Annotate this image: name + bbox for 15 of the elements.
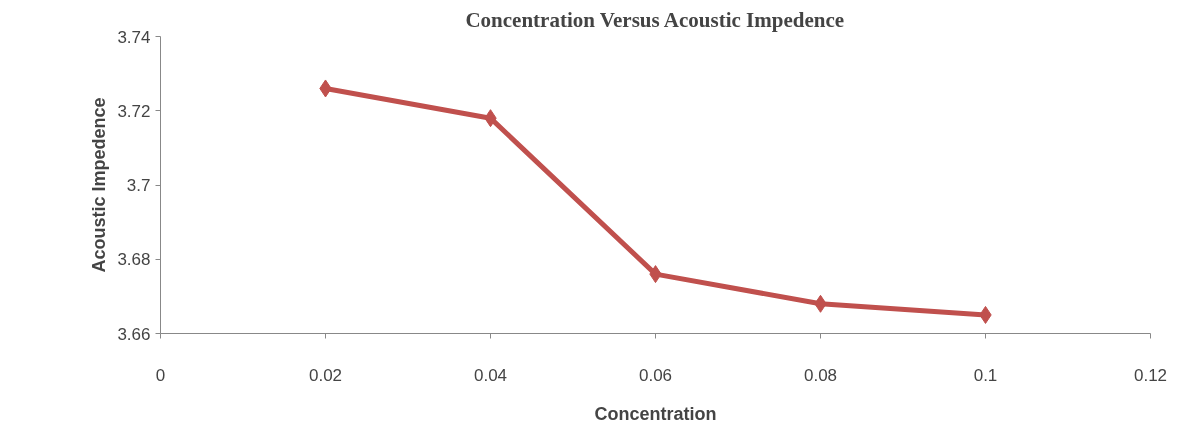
y-tick-label: 3.66 [117,324,151,344]
x-tick-label: 0 [155,365,166,385]
x-tick-label: 0.12 [1133,365,1168,385]
x-axis-title: Concentration [594,403,717,424]
y-tick-label: 3.68 [117,250,151,270]
x-tick-label: 0.1 [973,365,998,385]
x-tick-label: 0.08 [803,365,838,385]
y-tick-label: 3.74 [117,27,151,47]
y-tick-label: 3.7 [126,176,151,195]
chart-title: Concentration Versus Acoustic Impedence [465,7,845,32]
y-axis-title: Acoustic Impedence [89,97,110,273]
x-tick-label: 0.02 [308,365,343,385]
x-tick-label: 0.04 [473,365,508,385]
x-tick-label: 0.06 [638,365,673,385]
y-tick-label: 3.72 [117,101,151,121]
